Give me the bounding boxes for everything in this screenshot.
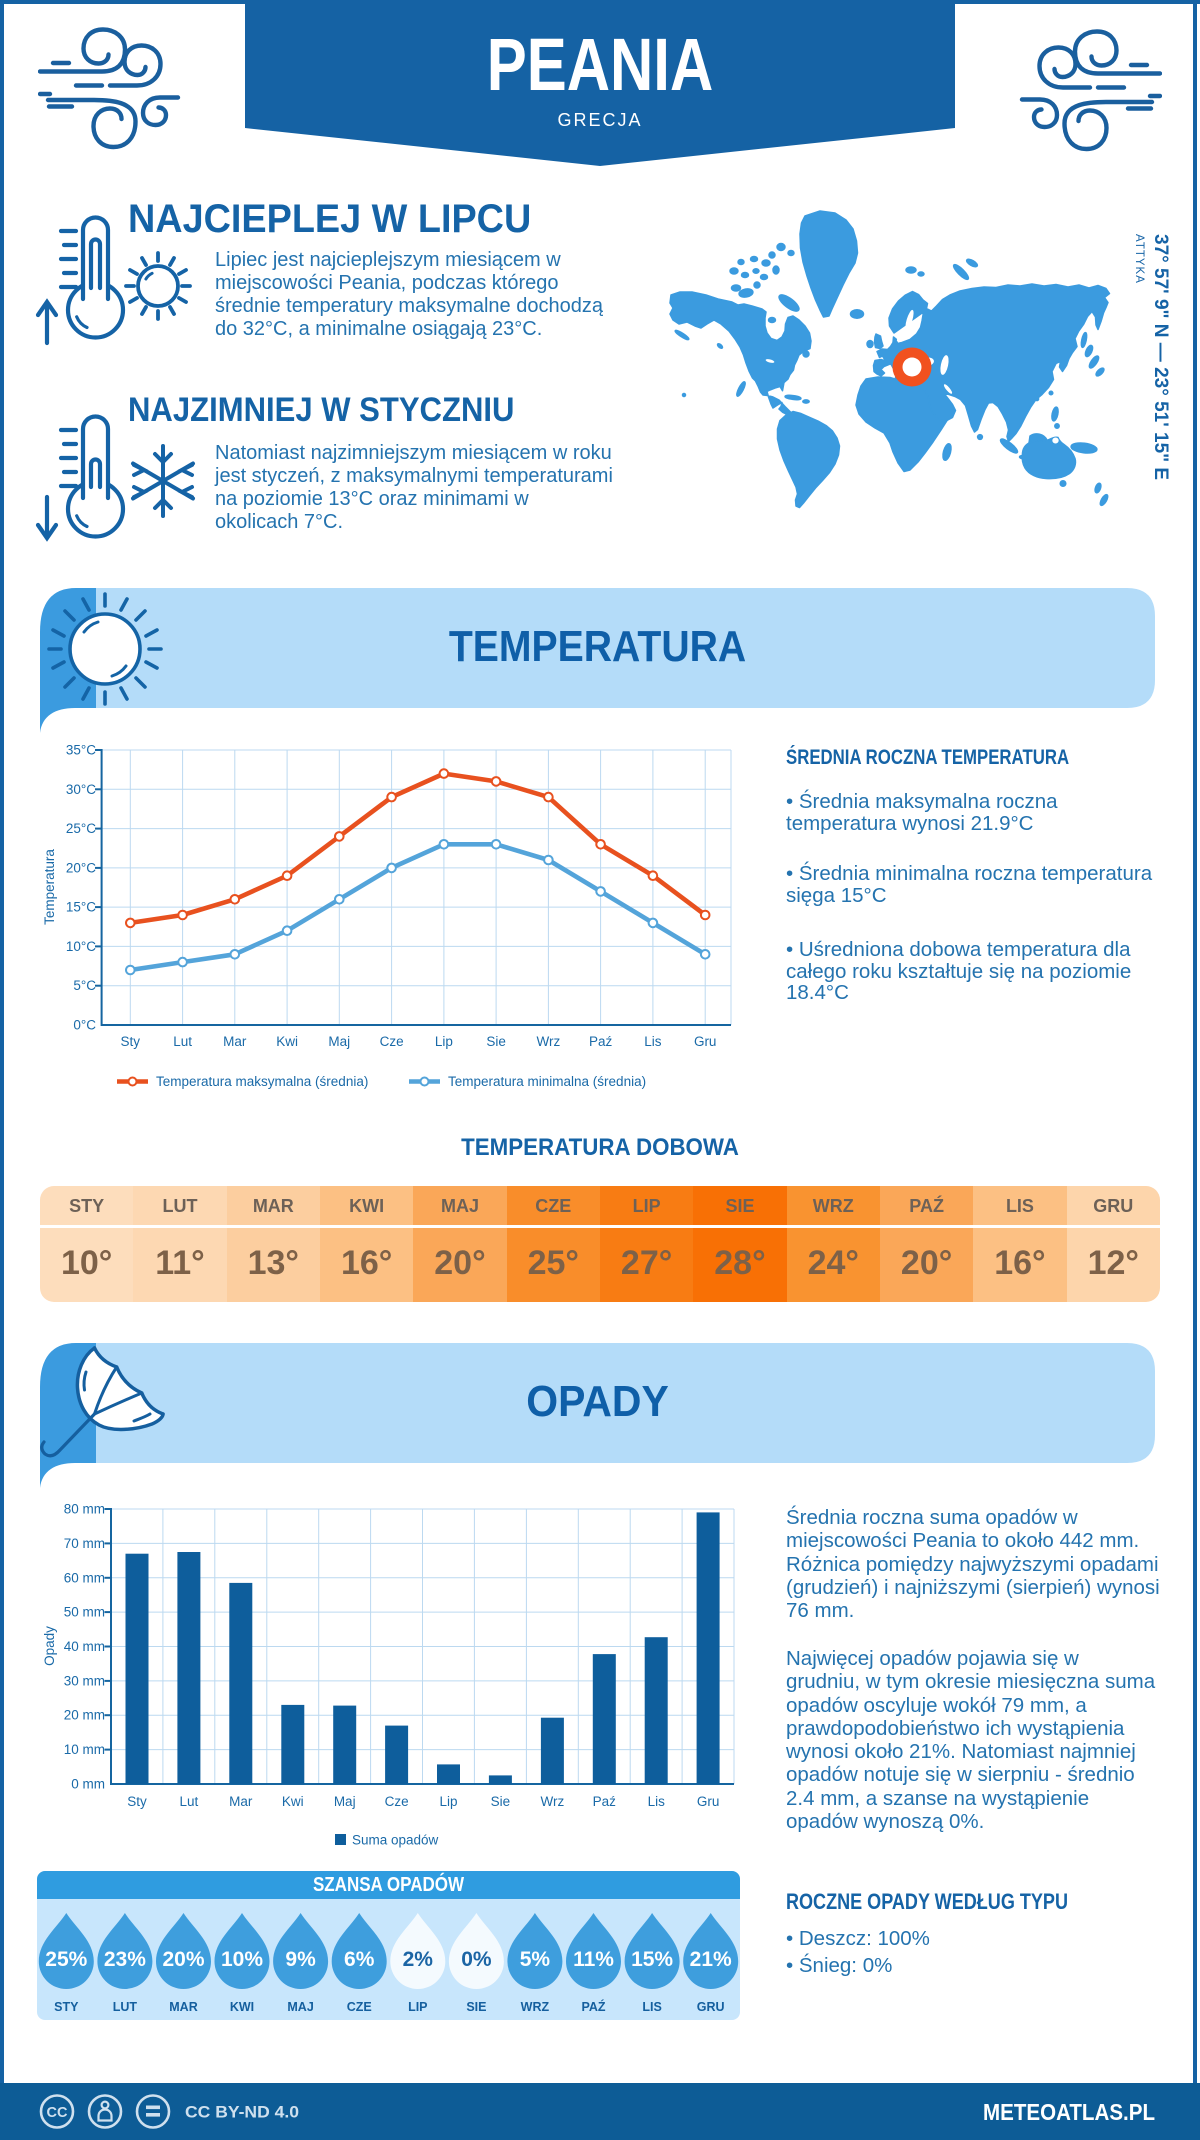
svg-text:25%: 25% <box>45 1948 87 1971</box>
svg-text:70 mm: 70 mm <box>64 1536 105 1551</box>
svg-text:21%: 21% <box>690 1948 732 1971</box>
svg-text:20%: 20% <box>162 1948 204 1971</box>
svg-text:Cze: Cze <box>385 1794 409 1809</box>
svg-text:2%: 2% <box>403 1948 434 1971</box>
svg-text:Sie: Sie <box>491 1794 511 1809</box>
svg-text:Temperatura maksymalna (średni: Temperatura maksymalna (średnia) <box>156 1074 368 1089</box>
svg-text:Opady: Opady <box>42 1626 57 1666</box>
svg-text:9%: 9% <box>285 1948 316 1971</box>
svg-text:20 mm: 20 mm <box>64 1708 105 1723</box>
svg-text:35°C: 35°C <box>66 743 96 758</box>
svg-text:Temperatura minimalna (średnia: Temperatura minimalna (średnia) <box>448 1074 646 1089</box>
svg-text:Lis: Lis <box>648 1794 666 1809</box>
svg-text:MAJ: MAJ <box>287 2000 313 2014</box>
svg-text:10 mm: 10 mm <box>64 1742 105 1757</box>
svg-text:Sty: Sty <box>127 1794 147 1809</box>
svg-text:80 mm: 80 mm <box>64 1502 105 1517</box>
svg-text:Maj: Maj <box>328 1034 350 1049</box>
svg-text:PAŹ: PAŹ <box>581 1999 605 2014</box>
svg-text:40 mm: 40 mm <box>64 1639 105 1654</box>
svg-text:15°C: 15°C <box>66 900 96 915</box>
svg-text:Lis: Lis <box>644 1034 662 1049</box>
svg-text:Wrz: Wrz <box>541 1794 565 1809</box>
svg-text:Gru: Gru <box>694 1034 717 1049</box>
svg-text:6%: 6% <box>344 1948 375 1971</box>
svg-text:Kwi: Kwi <box>276 1034 298 1049</box>
svg-text:Paź: Paź <box>589 1034 613 1049</box>
svg-text:0%: 0% <box>461 1948 492 1971</box>
svg-text:LIS: LIS <box>642 2000 661 2014</box>
svg-text:Kwi: Kwi <box>282 1794 304 1809</box>
svg-text:LIP: LIP <box>408 2000 427 2014</box>
svg-text:5%: 5% <box>520 1948 551 1971</box>
svg-text:50 mm: 50 mm <box>64 1605 105 1620</box>
svg-text:0°C: 0°C <box>73 1018 96 1033</box>
svg-text:WRZ: WRZ <box>521 2000 550 2014</box>
svg-text:11%: 11% <box>573 1948 614 1971</box>
svg-text:10°C: 10°C <box>66 939 96 954</box>
svg-text:20°C: 20°C <box>66 860 96 875</box>
svg-text:30 mm: 30 mm <box>64 1673 105 1688</box>
svg-text:GRU: GRU <box>697 2000 725 2014</box>
svg-text:10%: 10% <box>221 1948 263 1971</box>
svg-text:5°C: 5°C <box>73 978 96 993</box>
svg-text:SIE: SIE <box>466 2000 486 2014</box>
svg-text:Maj: Maj <box>334 1794 356 1809</box>
svg-text:15%: 15% <box>631 1948 673 1971</box>
svg-text:30°C: 30°C <box>66 782 96 797</box>
svg-text:Sie: Sie <box>486 1034 506 1049</box>
svg-text:MAR: MAR <box>169 2000 197 2014</box>
svg-text:KWI: KWI <box>230 2000 254 2014</box>
svg-text:Gru: Gru <box>697 1794 720 1809</box>
svg-text:Sty: Sty <box>121 1034 141 1049</box>
svg-text:Lip: Lip <box>439 1794 457 1809</box>
svg-text:60 mm: 60 mm <box>64 1570 105 1585</box>
svg-text:STY: STY <box>54 2000 79 2014</box>
svg-text:Paź: Paź <box>593 1794 617 1809</box>
svg-text:25°C: 25°C <box>66 821 96 836</box>
svg-text:0 mm: 0 mm <box>71 1777 105 1792</box>
svg-text:CZE: CZE <box>347 2000 372 2014</box>
svg-text:Suma opadów: Suma opadów <box>352 1833 439 1848</box>
svg-text:Mar: Mar <box>229 1794 253 1809</box>
svg-text:Lut: Lut <box>180 1794 199 1809</box>
svg-text:CC BY-ND 4.0: CC BY-ND 4.0 <box>185 2104 299 2122</box>
svg-text:LUT: LUT <box>113 2000 138 2014</box>
svg-text:Mar: Mar <box>223 1034 247 1049</box>
svg-text:Wrz: Wrz <box>537 1034 561 1049</box>
svg-text:Lut: Lut <box>173 1034 192 1049</box>
svg-text:23%: 23% <box>104 1948 146 1971</box>
svg-text:METEOATLAS.PL: METEOATLAS.PL <box>983 2099 1155 2125</box>
svg-text:Cze: Cze <box>380 1034 404 1049</box>
svg-text:Lip: Lip <box>435 1034 453 1049</box>
svg-text:Temperatura: Temperatura <box>42 849 57 925</box>
svg-text:CC: CC <box>47 2105 68 2121</box>
